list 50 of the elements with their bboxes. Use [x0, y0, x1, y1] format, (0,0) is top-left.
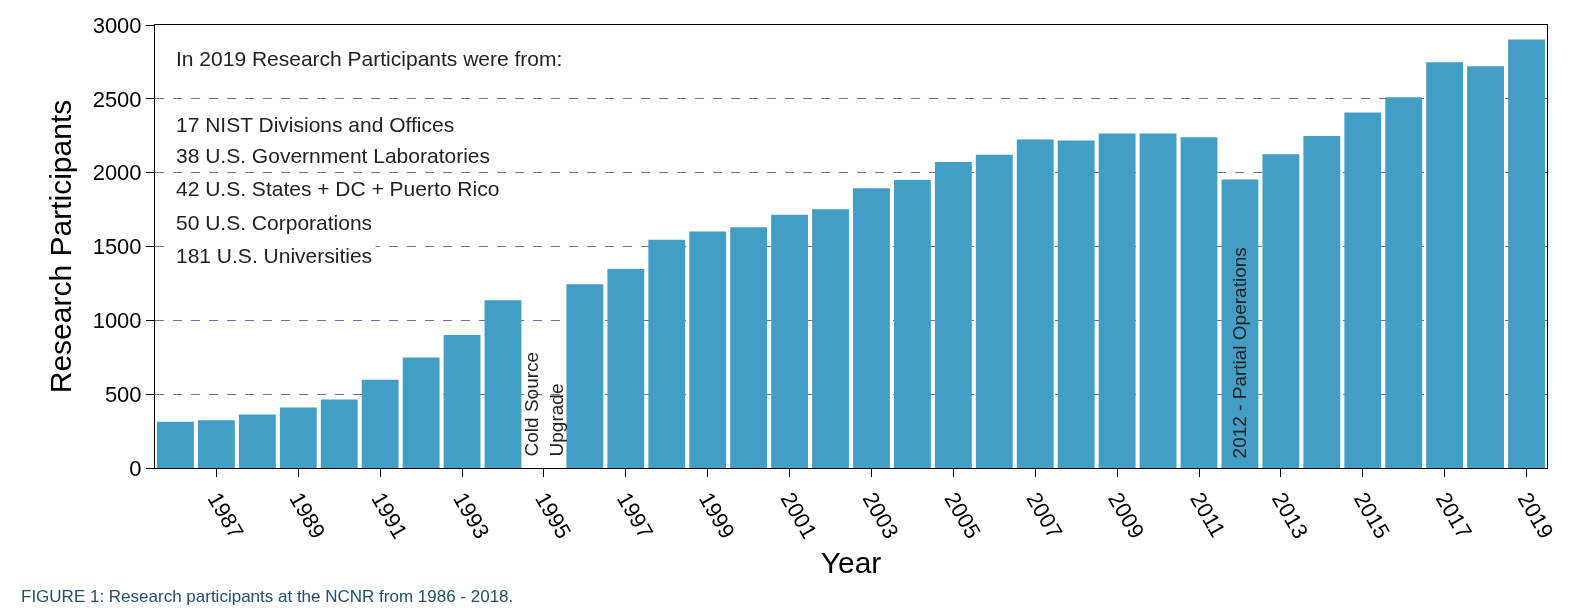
bar	[361, 379, 399, 468]
annotation: 2012 - Partial Operations	[1229, 247, 1251, 459]
bar	[648, 239, 686, 468]
y-tick-label: 1000	[92, 308, 142, 334]
bar	[853, 188, 890, 468]
bar	[1344, 112, 1382, 468]
annotation: In 2019 Research Participants were from:	[176, 47, 563, 70]
annotation: 17 NIST Divisions and Offices	[176, 113, 455, 136]
bar	[443, 335, 481, 468]
bar	[566, 284, 604, 468]
bar	[771, 214, 809, 468]
bar	[157, 421, 194, 468]
bar	[1467, 66, 1505, 468]
bar	[1057, 140, 1095, 468]
bar	[1385, 97, 1423, 468]
y-axis-title: Research Participants	[43, 99, 77, 394]
bar	[1508, 39, 1545, 468]
caption: FIGURE 1: Research participants at the NCNR from 1986 - 2018.	[21, 587, 514, 606]
y-tick-label: 3000	[92, 12, 142, 38]
bar	[1180, 137, 1218, 468]
bar	[1426, 62, 1464, 468]
bar	[812, 209, 849, 468]
bar	[1303, 136, 1341, 468]
y-tick-label: 0	[129, 455, 142, 481]
annotation: 50 U.S. Corporations	[176, 211, 373, 234]
annotation: Cold Source Upgrade	[521, 351, 568, 457]
bar	[1098, 133, 1136, 468]
bar	[607, 268, 645, 468]
bar	[975, 154, 1013, 468]
bar	[730, 227, 768, 468]
bar	[320, 399, 358, 468]
bar	[484, 300, 522, 468]
bar	[1262, 154, 1300, 468]
y-tick-label: 1500	[92, 234, 142, 260]
bar	[689, 231, 727, 468]
bar	[1016, 139, 1054, 468]
bar	[1139, 133, 1177, 468]
bar	[197, 420, 235, 468]
bar	[238, 414, 276, 468]
annotation: 38 U.S. Government Laboratories	[176, 144, 490, 167]
bar	[893, 179, 931, 468]
y-tick-label: 500	[104, 381, 142, 407]
x-axis-title: Year	[820, 546, 882, 580]
y-tick-label: 2000	[92, 160, 142, 186]
bar	[402, 357, 440, 468]
bar	[279, 407, 317, 468]
annotation: 42 U.S. States + DC + Puerto Rico	[176, 177, 500, 200]
annotation: 181 U.S. Universities	[176, 244, 373, 267]
y-tick-label: 2500	[92, 86, 142, 112]
bar	[934, 161, 972, 468]
